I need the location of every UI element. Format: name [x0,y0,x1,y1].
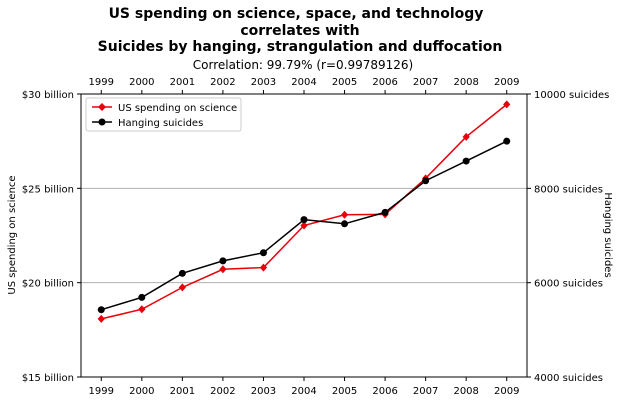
point-science-1999 [97,314,105,323]
legend: US spending on science Hanging suicides [85,97,242,132]
point-hanging-2004 [300,216,308,224]
chart-subtitle: Correlation: 99.79% (r=0.99789126) [193,58,413,72]
x-tick-label-bottom-2003: 2003 [251,386,276,397]
series-line-science [101,103,508,320]
x-tick-label-top-2004: 2004 [291,77,316,88]
x-tick-label-bottom-2001: 2001 [170,386,195,397]
x-tick-label-top-2009: 2009 [494,77,519,88]
x-tick-label-top-2006: 2006 [372,77,397,88]
point-hanging-2008 [462,157,470,165]
chart-title-line-1: US spending on science, space, and techn… [109,6,484,22]
x-tick-label-bottom-2000: 2000 [129,386,154,397]
x-tick-label-top-2000: 2000 [129,77,154,88]
point-hanging-2009 [503,137,511,145]
chart-title-line-2: correlates with [240,23,359,39]
point-science-2005 [340,210,349,219]
point-science-2003 [259,263,268,272]
point-hanging-2006 [381,208,389,216]
left-tick-label-3: $30 billion [22,90,74,101]
point-hanging-2001 [178,269,186,277]
point-hanging-2005 [341,220,349,228]
x-tick-label-top-2008: 2008 [453,77,478,88]
x-tick-label-bottom-2005: 2005 [332,386,357,397]
point-hanging-1999 [97,306,105,314]
left-tick-label-2: $25 billion [22,184,74,195]
chart-title-line-3: Suicides by hanging, strangulation and d… [98,39,503,55]
x-tick-label-bottom-1999: 1999 [89,386,114,397]
x-tick-label-bottom-2002: 2002 [210,386,235,397]
point-science-2009 [503,100,511,109]
legend-box [85,97,242,132]
x-tick-label-bottom-2009: 2009 [494,386,519,397]
point-science-2004 [300,221,308,230]
point-science-2000 [138,305,146,314]
right-tick-label-1: 6000 suicides [534,279,603,290]
x-tick-label-top-2005: 2005 [332,77,357,88]
x-tick-label-top-2002: 2002 [210,77,235,88]
right-axis-label: Hanging suicides [602,192,613,277]
left-tick-label-1: $20 billion [22,279,74,290]
x-tick-label-bottom-2006: 2006 [372,386,397,397]
point-hanging-2007 [422,177,430,185]
right-tick-label-2: 8000 suicides [534,184,603,195]
point-hanging-2000 [138,293,146,301]
right-tick-label-3: 10000 suicides [534,90,609,101]
x-tick-label-top-1999: 1999 [89,77,114,88]
point-science-2001 [178,283,186,292]
point-science-2002 [219,265,227,274]
left-tick-label-0: $15 billion [22,373,74,384]
x-tick-label-top-2003: 2003 [251,77,276,88]
legend-label-hanging: Hanging suicides [118,118,203,129]
x-tick-label-top-2001: 2001 [170,77,195,88]
x-tick-label-bottom-2007: 2007 [413,386,438,397]
plot-frame [80,93,528,378]
point-science-2008 [462,132,470,141]
left-axis-label: US spending on science [7,175,18,294]
point-hanging-2003 [259,249,267,257]
x-tick-label-bottom-2004: 2004 [291,386,316,397]
legend-marker-science [98,103,106,111]
x-tick-label-top-2007: 2007 [413,77,438,88]
legend-label-science: US spending on science [118,103,237,114]
point-hanging-2002 [219,257,227,265]
x-tick-label-bottom-2008: 2008 [453,386,478,397]
legend-marker-hanging [98,118,106,126]
right-tick-label-0: 4000 suicides [534,373,603,384]
